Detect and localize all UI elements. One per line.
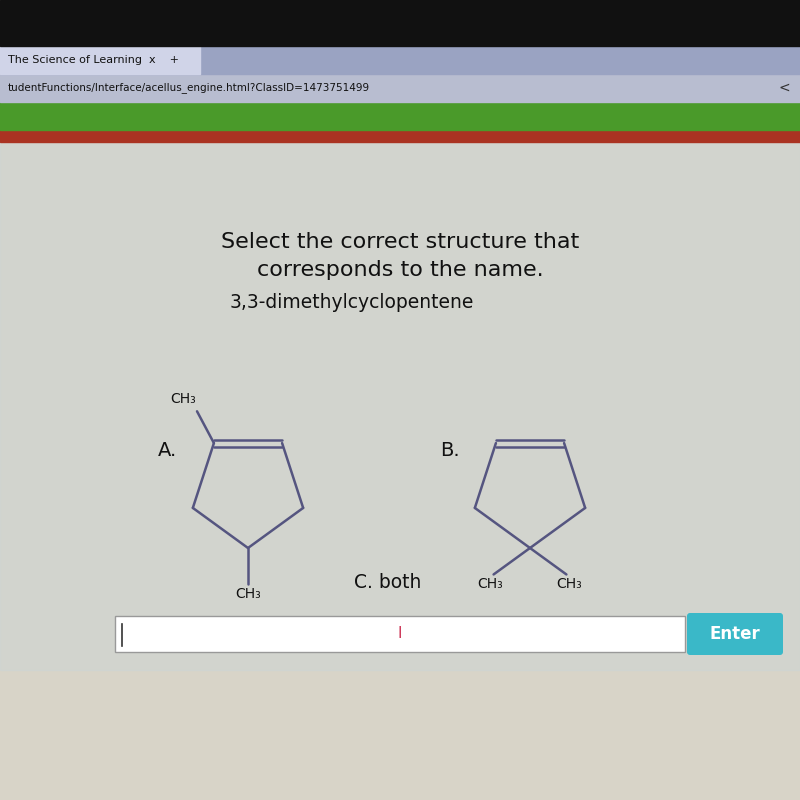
Bar xyxy=(0,46,200,74)
Text: Enter: Enter xyxy=(710,625,760,643)
FancyBboxPatch shape xyxy=(687,613,783,655)
Text: C. both: C. both xyxy=(354,573,422,591)
Text: B.: B. xyxy=(440,441,460,459)
Text: <: < xyxy=(778,81,790,95)
Bar xyxy=(0,130,800,670)
Text: The Science of Learning  x    +: The Science of Learning x + xyxy=(8,55,179,65)
Text: A.: A. xyxy=(158,441,178,459)
Text: CH₃: CH₃ xyxy=(478,578,503,591)
Bar xyxy=(0,46,800,74)
Text: CH₃: CH₃ xyxy=(557,578,582,591)
Text: CH₃: CH₃ xyxy=(170,392,196,406)
Bar xyxy=(0,74,800,102)
Bar xyxy=(115,616,685,652)
Bar xyxy=(0,130,800,142)
Text: tudentFunctions/Interface/acellus_engine.html?ClassID=1473751499: tudentFunctions/Interface/acellus_engine… xyxy=(8,82,370,94)
Text: 3,3-dimethylcyclopentene: 3,3-dimethylcyclopentene xyxy=(230,293,474,311)
Bar xyxy=(0,102,800,130)
Text: I: I xyxy=(398,626,402,642)
Bar xyxy=(0,0,800,46)
Text: corresponds to the name.: corresponds to the name. xyxy=(257,260,543,280)
Text: CH₃: CH₃ xyxy=(235,587,261,601)
Text: Select the correct structure that: Select the correct structure that xyxy=(221,232,579,252)
